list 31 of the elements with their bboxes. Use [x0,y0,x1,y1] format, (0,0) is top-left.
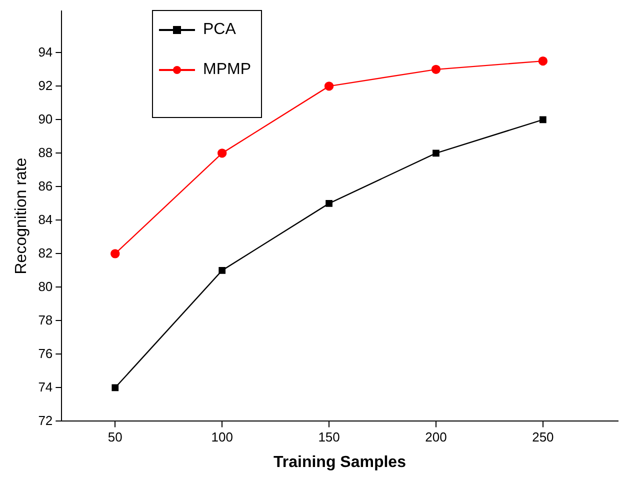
point [110,249,120,258]
point [538,56,548,66]
y-tick-label: 94 [38,44,53,60]
x-tick-label: 100 [211,430,233,445]
legend-label: MPMP [203,61,251,79]
x-tick-label: 250 [532,430,554,445]
x-axis-title: Training Samples [273,454,406,471]
legend-label: PCA [203,21,236,39]
x-tick-label: 150 [318,430,340,445]
point [431,64,441,74]
point [324,82,334,91]
y-tick-label: 76 [38,346,53,361]
y-tick-label: 90 [38,111,53,126]
point [432,150,440,157]
y-tick-label: 82 [38,245,53,260]
y-tick-label: 84 [38,212,53,227]
y-tick-label: 88 [38,144,53,160]
point [326,200,332,207]
point [218,267,226,274]
x-tick-label: 200 [425,430,447,445]
point [112,384,119,392]
y-tick-label: 74 [38,379,53,394]
y-axis-title: Recognition rate [13,158,30,274]
y-tick-label: 80 [38,278,53,294]
y-tick-label: 92 [38,78,53,93]
point [540,116,546,124]
y-tick-label: 86 [38,178,53,194]
point [217,148,227,158]
y-tick-label: 78 [38,312,53,328]
y-tick-label: 72 [38,412,53,428]
x-tick-label: 50 [108,430,122,445]
